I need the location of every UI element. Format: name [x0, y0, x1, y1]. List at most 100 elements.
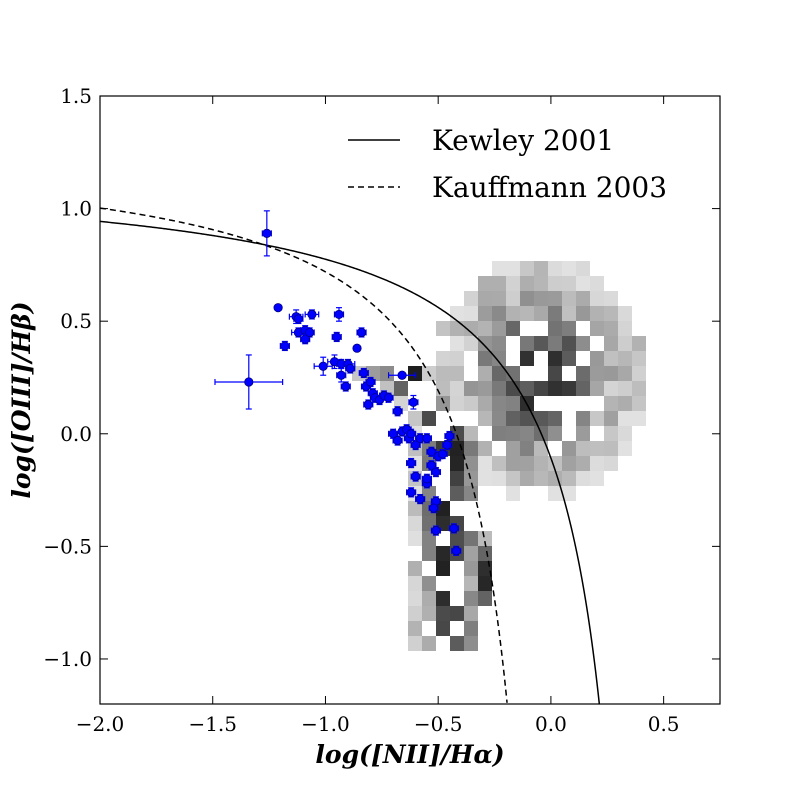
heatmap-cell [464, 531, 478, 546]
heatmap-cell [618, 426, 632, 441]
density-heatmap [352, 261, 646, 651]
heatmap-cell [632, 396, 646, 411]
heatmap-cell [534, 336, 548, 351]
x-tick-label: −0.5 [414, 712, 463, 736]
heatmap-cell [478, 291, 492, 306]
heatmap-cell [548, 486, 562, 501]
data-point [279, 340, 290, 352]
heatmap-cell [436, 396, 450, 411]
data-point [214, 354, 284, 410]
heatmap-cell [618, 366, 632, 381]
heatmap-cell [590, 471, 604, 486]
point-marker [345, 363, 355, 374]
heatmap-cell [506, 396, 520, 411]
heatmap-cell [422, 606, 436, 621]
heatmap-cell [436, 621, 450, 636]
heatmap-cell [576, 261, 590, 276]
heatmap-cell [520, 306, 534, 321]
heatmap-cell [548, 366, 562, 381]
heatmap-cell [506, 411, 520, 426]
heatmap-cell [534, 411, 548, 426]
data-point [428, 502, 439, 514]
heatmap-cell [548, 276, 562, 291]
heatmap-cell [618, 321, 632, 336]
heatmap-cell [478, 546, 492, 561]
data-point [451, 545, 462, 556]
heatmap-cell [492, 456, 506, 471]
point-marker [431, 467, 441, 477]
heatmap-cell [464, 606, 478, 621]
heatmap-cell [464, 561, 478, 576]
heatmap-cell [408, 561, 422, 576]
heatmap-cell [604, 306, 618, 321]
heatmap-cell [590, 306, 604, 321]
heatmap-cell [450, 351, 464, 366]
heatmap-cell [450, 486, 464, 501]
heatmap-cell [520, 441, 534, 456]
heatmap-cell [436, 321, 450, 336]
point-marker [408, 397, 418, 407]
heatmap-cell [506, 441, 520, 456]
data-point [444, 430, 455, 442]
point-marker [273, 303, 283, 313]
heatmap-cell [590, 291, 604, 306]
point-marker [411, 471, 421, 482]
heatmap-cell [436, 351, 450, 366]
heatmap-cell [478, 321, 492, 336]
data-point [336, 367, 347, 383]
heatmap-cell [576, 366, 590, 381]
y-axis-title: log([OIII]/Hβ) [7, 301, 36, 498]
heatmap-cell [478, 351, 492, 366]
heatmap-cell [576, 306, 590, 321]
heatmap-cell [464, 426, 478, 441]
kewley-2001-line [99, 220, 601, 705]
heatmap-cell [562, 456, 576, 471]
heatmap-cell [450, 636, 464, 651]
heatmap-cell [478, 306, 492, 321]
heatmap-cell [548, 261, 562, 276]
x-tick-label: 0.5 [648, 712, 680, 736]
heatmap-cell [604, 336, 618, 351]
heatmap-cell [436, 366, 450, 381]
data-point [437, 448, 448, 460]
heatmap-cell [604, 366, 618, 381]
heatmap-cell [520, 261, 534, 276]
point-marker [392, 406, 403, 416]
heatmap-cell [408, 516, 422, 531]
heatmap-cell [478, 471, 492, 486]
heatmap-cell [506, 426, 520, 441]
data-point [331, 331, 342, 343]
point-marker [307, 309, 317, 320]
heatmap-cell [450, 306, 464, 321]
data-point [406, 457, 417, 469]
point-marker [244, 377, 254, 387]
heatmap-cell [576, 381, 590, 396]
data-point [430, 525, 442, 536]
heatmap-cell [450, 321, 464, 336]
heatmap-cell [520, 291, 534, 306]
heatmap-cell [590, 381, 604, 396]
heatmap-cell [464, 381, 478, 396]
heatmap-cell [632, 336, 646, 351]
point-marker [422, 474, 432, 484]
heatmap-cell [534, 306, 548, 321]
data-point [313, 356, 333, 376]
heatmap-cell [492, 291, 506, 306]
point-marker [444, 431, 455, 441]
heatmap-cell [632, 381, 646, 396]
heatmap-cell [464, 306, 478, 321]
heatmap-cell [618, 336, 632, 351]
heatmap-cell [506, 381, 520, 396]
data-point [430, 466, 442, 478]
heatmap-cell [478, 456, 492, 471]
data-point [408, 394, 419, 410]
heatmap-cell [534, 381, 548, 396]
heatmap-cell [478, 411, 492, 426]
point-marker [305, 327, 315, 338]
heatmap-cell [450, 396, 464, 411]
heatmap-cell [422, 576, 436, 591]
heatmap-cell [450, 336, 464, 351]
heatmap-cell [576, 426, 590, 441]
heatmap-cell [576, 291, 590, 306]
